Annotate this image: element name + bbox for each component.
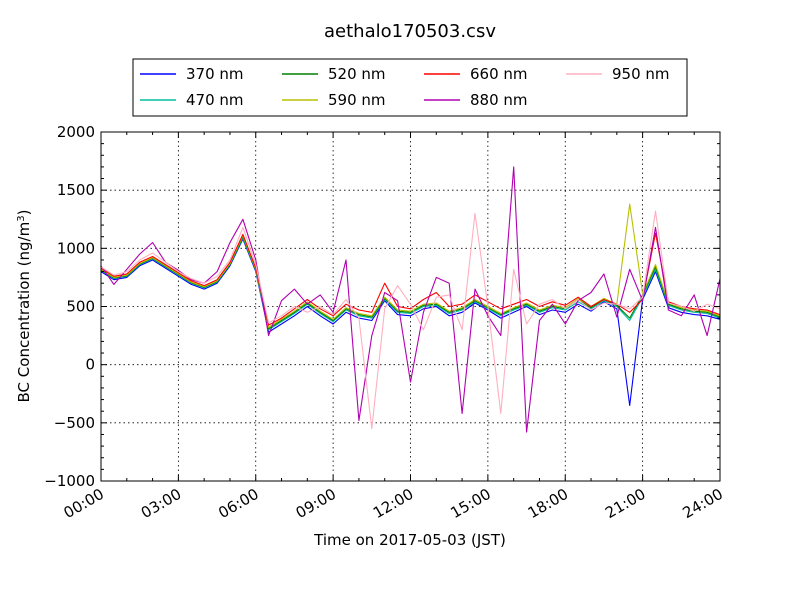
legend-label: 950 nm bbox=[612, 65, 670, 83]
y-tick-labels: −1000 −500 0 500 1000 1500 2000 bbox=[44, 123, 95, 490]
legend-label: 660 nm bbox=[470, 65, 528, 83]
plot-frame bbox=[100, 131, 721, 482]
axis-ticks bbox=[100, 131, 721, 482]
x-tick-label: 12:00 bbox=[370, 485, 416, 522]
legend-label: 880 nm bbox=[470, 91, 528, 109]
x-tick-label: 00:00 bbox=[61, 485, 107, 522]
legend: 370 nm 470 nm 520 nm 590 nm 660 nm 880 nm 950 … bbox=[132, 58, 688, 117]
y-tick-label: 1500 bbox=[57, 181, 95, 199]
y-tick-label: 500 bbox=[66, 298, 95, 316]
legend-label: 370 nm bbox=[186, 65, 244, 83]
chart-title: aethalo170503.csv bbox=[324, 21, 496, 42]
series-470-nm-line bbox=[100, 237, 721, 331]
legend-box bbox=[132, 58, 688, 117]
y-tick-label: −1000 bbox=[44, 472, 95, 490]
x-tick-labels: 00:00 03:00 06:00 09:00 12:00 15:00 18:00 21:00… bbox=[61, 485, 726, 522]
grid bbox=[101, 132, 720, 481]
x-tick-label: 03:00 bbox=[138, 485, 184, 522]
x-tick-label: 24:00 bbox=[680, 485, 726, 522]
series-370-nm-line bbox=[100, 238, 721, 406]
x-tick-label: 15:00 bbox=[447, 485, 493, 522]
x-axis-label: Time on 2017-05-03 (JST) bbox=[313, 531, 506, 549]
y-tick-label: −500 bbox=[54, 414, 95, 432]
y-tick-label: 1000 bbox=[57, 239, 95, 257]
x-tick-label: 18:00 bbox=[525, 485, 571, 522]
legend-label: 520 nm bbox=[328, 65, 386, 83]
series-950-nm-line bbox=[100, 210, 721, 430]
y-tick-label: 0 bbox=[85, 356, 95, 374]
y-tick-label: 2000 bbox=[57, 123, 95, 141]
legend-label: 470 nm bbox=[186, 91, 244, 109]
x-tick-label: 06:00 bbox=[215, 485, 261, 522]
series-520-nm-line bbox=[100, 236, 721, 330]
series-lines bbox=[100, 166, 721, 433]
x-tick-label: 21:00 bbox=[602, 485, 648, 522]
legend-label: 590 nm bbox=[328, 91, 386, 109]
y-axis-label: BC Concentration (ng/m3) bbox=[15, 210, 33, 403]
x-tick-label: 09:00 bbox=[293, 485, 339, 522]
